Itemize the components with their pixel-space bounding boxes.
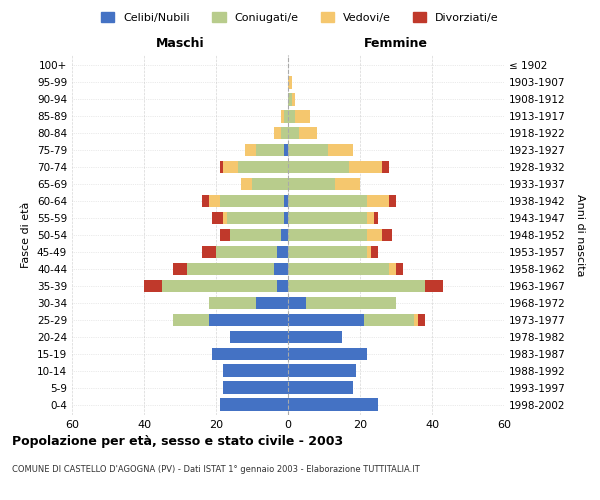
- Bar: [187, 262, 274, 276]
- Bar: [144, 280, 162, 292]
- Bar: [288, 228, 367, 241]
- Bar: [238, 160, 288, 173]
- Bar: [252, 178, 288, 190]
- Bar: [288, 348, 367, 360]
- Bar: [288, 398, 378, 411]
- Text: Popolazione per età, sesso e stato civile - 2003: Popolazione per età, sesso e stato civil…: [12, 435, 343, 448]
- Bar: [414, 314, 418, 326]
- Bar: [288, 330, 342, 344]
- Bar: [389, 194, 396, 207]
- Y-axis label: Fasce di età: Fasce di età: [22, 202, 31, 268]
- Bar: [288, 246, 367, 258]
- Bar: [230, 228, 281, 241]
- Bar: [256, 144, 284, 156]
- Bar: [162, 280, 277, 292]
- Text: COMUNE DI CASTELLO D'AGOGNA (PV) - Dati ISTAT 1° gennaio 2003 - Elaborazione TUT: COMUNE DI CASTELLO D'AGOGNA (PV) - Dati …: [12, 465, 420, 474]
- Bar: [173, 262, 187, 276]
- Bar: [371, 246, 378, 258]
- Bar: [284, 110, 288, 122]
- Text: Femmine: Femmine: [364, 37, 428, 50]
- Bar: [425, 280, 443, 292]
- Bar: [288, 110, 295, 122]
- Bar: [288, 364, 356, 377]
- Bar: [220, 228, 230, 241]
- Y-axis label: Anni di nascita: Anni di nascita: [575, 194, 585, 276]
- Bar: [374, 212, 378, 224]
- Bar: [288, 212, 367, 224]
- Bar: [223, 382, 288, 394]
- Bar: [306, 296, 396, 310]
- Bar: [284, 212, 288, 224]
- Bar: [227, 212, 284, 224]
- Bar: [382, 228, 392, 241]
- Bar: [223, 160, 238, 173]
- Bar: [277, 280, 288, 292]
- Bar: [220, 194, 284, 207]
- Bar: [274, 262, 288, 276]
- Bar: [245, 144, 256, 156]
- Bar: [288, 262, 389, 276]
- Bar: [256, 296, 288, 310]
- Bar: [288, 144, 328, 156]
- Bar: [295, 110, 310, 122]
- Bar: [230, 330, 288, 344]
- Bar: [367, 194, 389, 207]
- Bar: [288, 314, 364, 326]
- Bar: [281, 126, 288, 140]
- Bar: [284, 194, 288, 207]
- Bar: [281, 110, 284, 122]
- Bar: [241, 178, 252, 190]
- Bar: [328, 144, 353, 156]
- Bar: [274, 126, 281, 140]
- Bar: [220, 160, 223, 173]
- Bar: [367, 228, 382, 241]
- Bar: [212, 212, 223, 224]
- Text: Maschi: Maschi: [155, 37, 205, 50]
- Bar: [216, 246, 277, 258]
- Bar: [209, 194, 220, 207]
- Bar: [418, 314, 425, 326]
- Bar: [382, 160, 389, 173]
- Bar: [212, 348, 288, 360]
- Bar: [288, 194, 367, 207]
- Bar: [288, 93, 292, 106]
- Bar: [396, 262, 403, 276]
- Bar: [367, 246, 371, 258]
- Bar: [288, 76, 292, 88]
- Bar: [202, 246, 216, 258]
- Bar: [288, 296, 306, 310]
- Bar: [335, 178, 360, 190]
- Bar: [220, 398, 288, 411]
- Bar: [288, 280, 425, 292]
- Bar: [284, 144, 288, 156]
- Bar: [277, 246, 288, 258]
- Bar: [209, 314, 288, 326]
- Bar: [299, 126, 317, 140]
- Bar: [288, 160, 349, 173]
- Legend: Celibi/Nubili, Coniugati/e, Vedovi/e, Divorziati/e: Celibi/Nubili, Coniugati/e, Vedovi/e, Di…: [97, 8, 503, 28]
- Bar: [281, 228, 288, 241]
- Bar: [173, 314, 209, 326]
- Bar: [223, 364, 288, 377]
- Bar: [209, 296, 256, 310]
- Bar: [367, 212, 374, 224]
- Bar: [202, 194, 209, 207]
- Bar: [349, 160, 382, 173]
- Bar: [292, 93, 295, 106]
- Bar: [288, 126, 299, 140]
- Bar: [288, 178, 335, 190]
- Bar: [364, 314, 414, 326]
- Bar: [288, 382, 353, 394]
- Bar: [389, 262, 396, 276]
- Bar: [223, 212, 227, 224]
